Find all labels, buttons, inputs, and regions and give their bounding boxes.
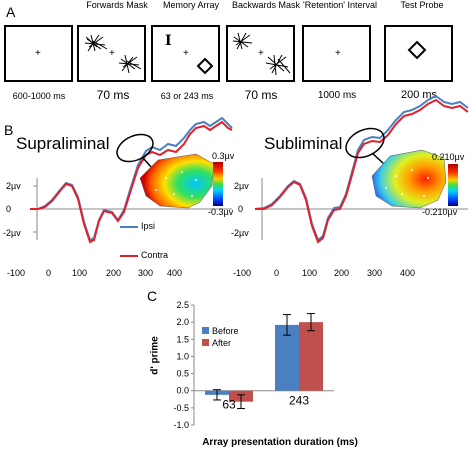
bar-chart-ytick-label: -1.0 xyxy=(173,420,189,430)
bar-chart-ylabel: d' prime xyxy=(149,336,161,375)
frame-title-backwards-mask: Backwards Mask xyxy=(231,0,301,10)
legend-swatch-before xyxy=(202,327,209,334)
bar-chart-ytick-label: -0.5 xyxy=(173,403,189,413)
left-scale-bottom: -0.3µv xyxy=(208,207,234,217)
frame-title-forwards-mask: Forwards Mask xyxy=(86,0,148,10)
left-ytick-2: 2µv xyxy=(6,181,21,191)
right-xtick: 300 xyxy=(367,268,383,278)
fixation-cross: + xyxy=(335,48,341,59)
left-xtick: 400 xyxy=(167,268,183,278)
left-xtick: 100 xyxy=(72,268,88,278)
legend-label-before: Before xyxy=(212,326,239,336)
mask-scribble-icon xyxy=(232,32,291,76)
bar-after-243 xyxy=(299,322,323,391)
right-ytick-0: 0 xyxy=(238,204,244,214)
right-ytick-2: 2µv xyxy=(234,181,249,191)
frame-forwards-mask: + xyxy=(77,25,146,82)
bar-chart-ytick-label: 2.0 xyxy=(176,317,189,327)
mask-scribble-icon xyxy=(84,34,142,74)
right-xtick: 200 xyxy=(334,268,350,278)
bar-chart-xlabel: Array presentation duration (ms) xyxy=(202,437,358,448)
legend-swatch-after xyxy=(202,339,209,346)
frame-title-retention-interval: 'Retention' Interval xyxy=(303,0,377,10)
legend-ipsi-label: Ipsi xyxy=(141,221,156,231)
fixation-cross: + xyxy=(183,48,189,59)
bar-chart-ytick-label: 1.5 xyxy=(176,334,189,344)
left-xtick: -100 xyxy=(7,268,26,278)
left-scale-top: 0.3µv xyxy=(212,151,235,161)
frame-memory-array: I + xyxy=(151,25,220,82)
frame-fixation: + xyxy=(4,25,73,82)
left-xtick: 300 xyxy=(138,268,154,278)
array-letter: I xyxy=(165,33,172,49)
frame-title-test-probe: Test Probe xyxy=(400,0,444,10)
bar-chart-category-label: 63 xyxy=(222,398,236,412)
panel-b-letter: B xyxy=(4,122,14,138)
bar-chart-ytick-label: 2.5 xyxy=(176,300,189,310)
legend-label-after: After xyxy=(212,338,231,348)
fixation-cross: + xyxy=(258,48,264,59)
right-xtick: 100 xyxy=(302,268,318,278)
right-scale-top: 0.210µv xyxy=(432,152,465,162)
bar-before-243 xyxy=(275,324,299,391)
bar-chart-category-label: 243 xyxy=(289,394,309,408)
right-xtick: 400 xyxy=(400,268,416,278)
left-xtick: 200 xyxy=(106,268,122,278)
right-scale-bottom: -0.210µv xyxy=(422,207,458,217)
diamond-icon xyxy=(407,40,427,60)
frame-retention: + xyxy=(302,25,371,82)
panel-a-letter: A xyxy=(6,4,16,20)
right-xtick: -100 xyxy=(233,268,252,278)
bar-chart-ytick-label: 0.0 xyxy=(176,386,189,396)
fixation-cross: + xyxy=(109,48,115,59)
duration-fixation: 600-1000 ms xyxy=(12,91,66,101)
right-ytick-minus2: -2µv xyxy=(231,228,249,238)
right-xtick: 0 xyxy=(274,268,280,278)
diamond-icon xyxy=(196,57,214,75)
legend-contra-label: Contra xyxy=(141,250,169,260)
bar-chart-ytick-label: 1.0 xyxy=(176,351,189,361)
fixation-cross: + xyxy=(35,48,41,59)
duration-memory-array: 63 or 243 ms xyxy=(160,91,214,101)
left-ytick-minus2: -2µv xyxy=(3,228,21,238)
panel-c-letter: C xyxy=(147,288,158,304)
duration-forwards-mask: 70 ms xyxy=(96,88,130,102)
bar-chart-ytick-label: 0.5 xyxy=(176,369,189,379)
frame-test-probe xyxy=(384,25,453,82)
frame-backwards-mask: + xyxy=(226,25,295,82)
frame-title-memory-array: Memory Array xyxy=(162,0,219,10)
left-ytick-0: 0 xyxy=(6,204,12,214)
left-xtick: 0 xyxy=(46,268,52,278)
